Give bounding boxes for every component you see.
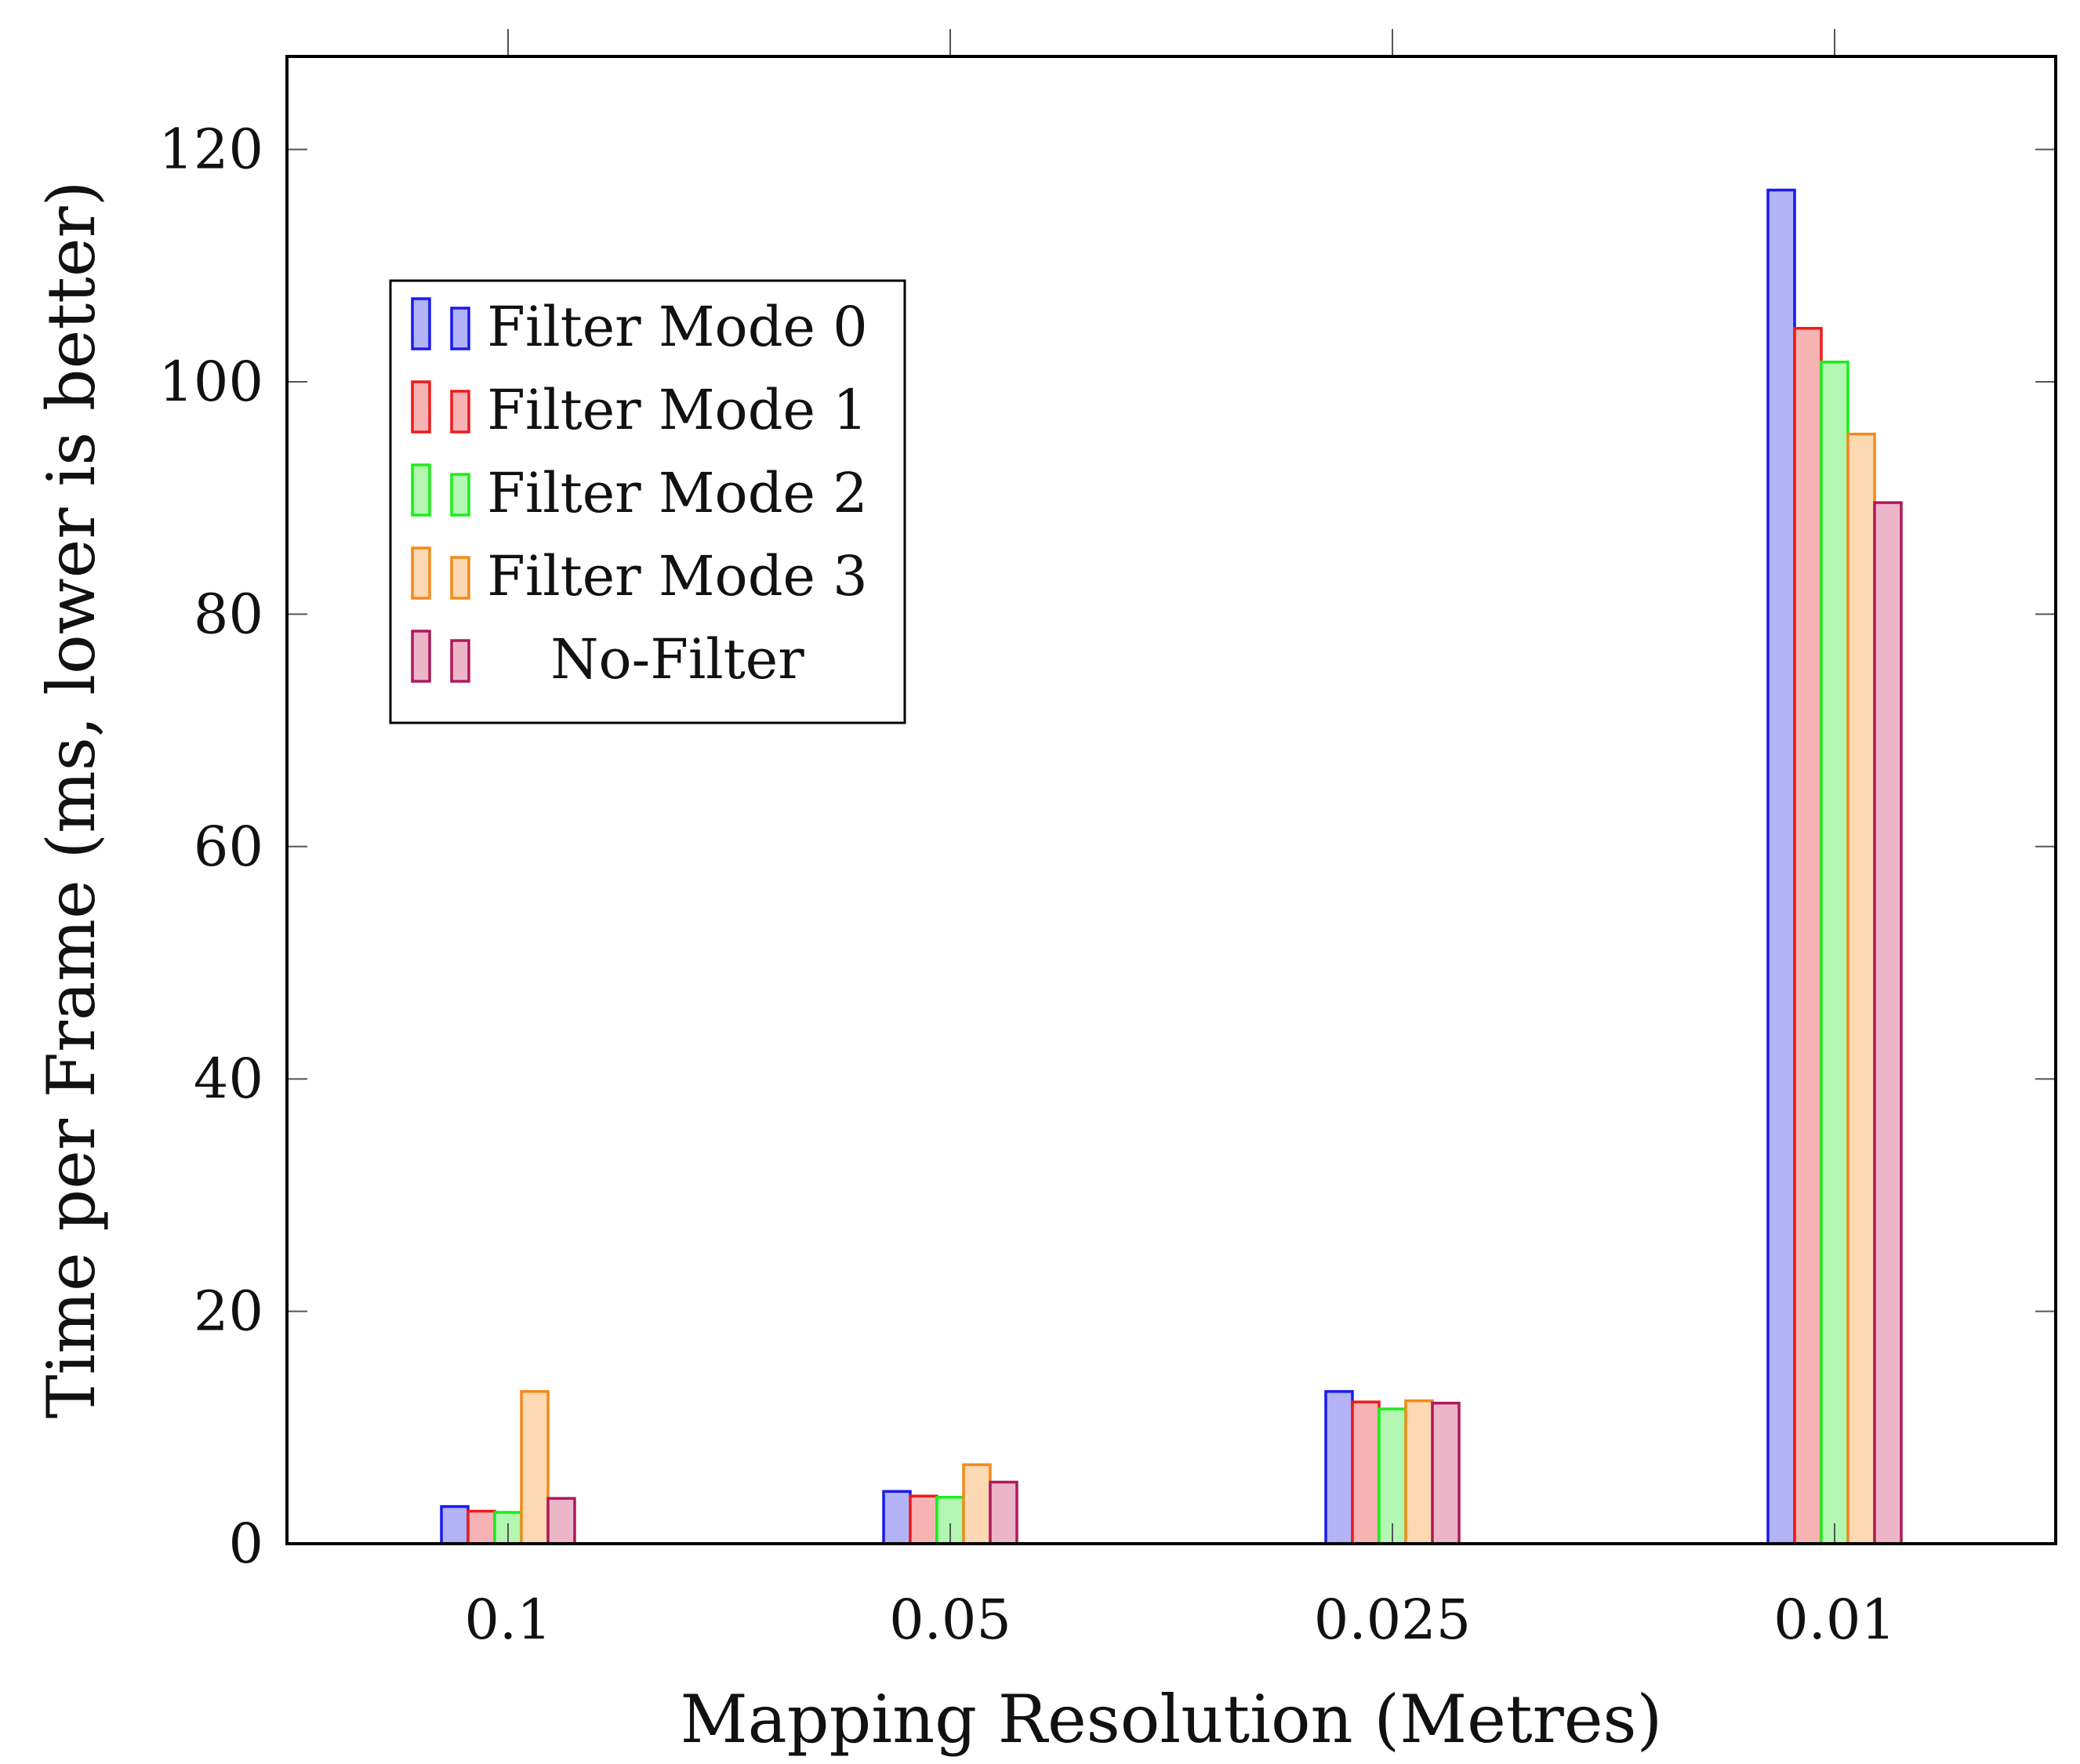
bar-filter-mode-3-0-025 bbox=[1404, 1399, 1434, 1545]
bar-filter-mode-1-0-025 bbox=[1351, 1400, 1381, 1545]
bar-filter-mode-3-0-05 bbox=[962, 1463, 992, 1545]
bar-filter-mode-0-0-1 bbox=[440, 1504, 470, 1545]
bar-no-filter-0-025 bbox=[1431, 1401, 1461, 1545]
legend-label-filter-mode-2: Filter Mode 2 bbox=[487, 461, 867, 525]
bar-filter-mode-1-0-05 bbox=[909, 1494, 938, 1545]
legend-label-no-filter: No-Filter bbox=[550, 627, 804, 691]
bar-filter-mode-3-0-1 bbox=[520, 1390, 550, 1545]
y-tick-label: 0 bbox=[228, 1512, 263, 1576]
x-tick-label: 0.025 bbox=[1314, 1588, 1471, 1652]
x-tick-label: 0.1 bbox=[464, 1588, 551, 1652]
y-tick-label: 80 bbox=[194, 582, 263, 646]
plot-frame bbox=[285, 55, 2057, 1545]
y-tick-label: 40 bbox=[194, 1047, 263, 1111]
legend-label-filter-mode-1: Filter Mode 1 bbox=[487, 378, 867, 442]
bar-filter-mode-1-0-1 bbox=[466, 1509, 496, 1545]
legend-swatch-filter-mode-2-b bbox=[450, 473, 470, 517]
legend-swatch-no-filter-a bbox=[411, 630, 431, 683]
bar-filter-mode-0-0-05 bbox=[882, 1490, 912, 1545]
bar-filter-mode-3-0-01 bbox=[1846, 432, 1876, 1545]
legend-swatch-filter-mode-0-a bbox=[411, 297, 431, 350]
legend-swatch-filter-mode-1-b bbox=[450, 390, 470, 434]
bar-no-filter-0-1 bbox=[546, 1497, 576, 1545]
legend-swatch-filter-mode-3-b bbox=[450, 556, 470, 600]
y-axis-title: Time per Frame (ms, lower is better) bbox=[33, 180, 110, 1418]
legend-swatch-filter-mode-2-a bbox=[411, 463, 431, 517]
legend-swatch-filter-mode-1-a bbox=[411, 380, 431, 434]
legend-label-filter-mode-0: Filter Mode 0 bbox=[487, 295, 867, 359]
legend-swatch-filter-mode-0-b bbox=[450, 307, 470, 350]
legend-swatch-no-filter-b bbox=[450, 639, 470, 683]
legend-swatch-filter-mode-3-a bbox=[411, 546, 431, 600]
bar-filter-mode-2-0-01 bbox=[1820, 361, 1849, 1545]
x-tick-label: 0.05 bbox=[889, 1588, 1011, 1652]
legend-box bbox=[389, 279, 906, 724]
x-axis-title: Mapping Resolution (Metres) bbox=[681, 1681, 1663, 1758]
bars-group bbox=[440, 188, 1903, 1545]
legend: Filter Mode 0 Filter Mode 1 Filter Mode 2 F… bbox=[389, 279, 906, 724]
bar-filter-mode-0-0-01 bbox=[1766, 188, 1796, 1545]
bar-filter-mode-0-0-025 bbox=[1324, 1390, 1354, 1545]
y-tick-label: 20 bbox=[194, 1279, 263, 1344]
bar-no-filter-0-05 bbox=[989, 1480, 1018, 1545]
bar-no-filter-0-01 bbox=[1873, 501, 1903, 1545]
legend-label-filter-mode-3: Filter Mode 3 bbox=[487, 544, 867, 608]
y-tick-label: 100 bbox=[158, 350, 263, 414]
x-tick-label: 0.01 bbox=[1773, 1588, 1896, 1652]
bar-filter-mode-1-0-01 bbox=[1793, 327, 1823, 1545]
ticks-group: 0 20 40 60 80 100 120 0.1 0.05 0.025 0.01 bbox=[158, 29, 2056, 1652]
y-tick-label: 120 bbox=[158, 118, 263, 182]
y-tick-label: 60 bbox=[194, 815, 263, 879]
